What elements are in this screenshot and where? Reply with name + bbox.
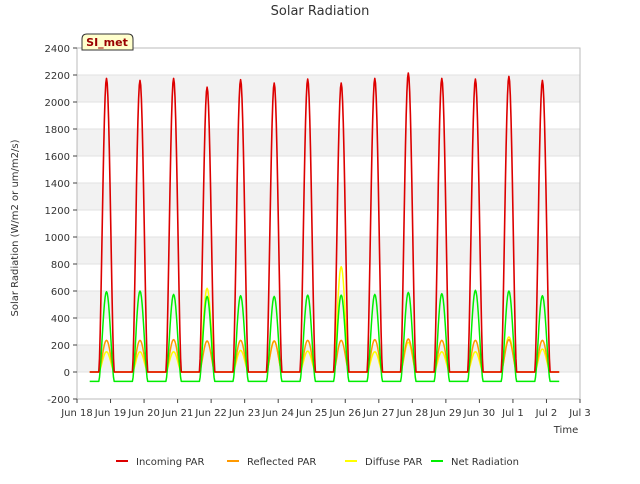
grid-band	[77, 345, 580, 372]
site-label-box	[81, 33, 134, 51]
x-tick-label: Jun 23	[228, 408, 261, 419]
y-tick-label: 1600	[45, 152, 70, 163]
x-tick-label: Jul 1	[501, 408, 524, 419]
series-line-net-radiation	[89, 289, 560, 383]
grid-band	[77, 291, 580, 318]
x-tick-label: Jun 25	[295, 408, 328, 419]
x-tick-label: Jun 30	[463, 408, 496, 419]
x-tick-label: Jun 19	[94, 408, 127, 419]
y-tick-label: 400	[51, 314, 70, 325]
x-tick-label: Jul 3	[568, 408, 591, 419]
site-label-text: SI_met	[86, 36, 128, 49]
grid-bands	[77, 75, 580, 372]
x-tick-label: Jun 27	[362, 408, 395, 419]
series-line-incoming-par	[89, 72, 560, 373]
site-label-badge: SI_met	[81, 33, 134, 51]
legend-label-reflected-par: Reflected PAR	[247, 457, 316, 468]
chart-title: Solar Radiation	[271, 4, 370, 19]
x-tick-label: Jun 28	[396, 408, 429, 419]
grid-band	[77, 129, 580, 156]
y-tick-label: 800	[51, 260, 70, 271]
legend: Incoming PAR Reflected PAR Diffuse PAR Net …	[116, 457, 519, 468]
y-tick-label: 2000	[45, 98, 70, 109]
y-tick-label: 2400	[45, 44, 70, 55]
y-tick-label: -200	[47, 395, 70, 406]
series-lines	[89, 72, 560, 383]
x-axis-label: Time	[553, 425, 578, 436]
x-tick-label: Jun 22	[194, 408, 227, 419]
y-tick-label: 1400	[45, 179, 70, 190]
y-tick-label: 2200	[45, 71, 70, 82]
x-axis: Jun 18 Jun 19 Jun 20 Jun 21 Jun 22 Jun 23 Jun …	[60, 399, 591, 419]
y-tick-label: 0	[64, 368, 70, 379]
y-tick-label: 1200	[45, 206, 70, 217]
grid-band	[77, 183, 580, 210]
y-axis-label: Solar Radiation (W/m2 or um/m2/s)	[10, 139, 21, 316]
y-tick-label: 600	[51, 287, 70, 298]
y-axis: -200 0 200 400 600 800 1000 1200 1400 1600 1800 200…	[45, 44, 77, 406]
x-tick-label: Jul 2	[535, 408, 558, 419]
legend-label-incoming-par: Incoming PAR	[136, 457, 205, 468]
grid-band	[77, 75, 580, 102]
plot-frame	[76, 47, 581, 400]
x-tick-label: Jun 20	[127, 408, 160, 419]
y-tick-label: 1800	[45, 125, 70, 136]
x-tick-label: Jun 24	[261, 408, 294, 419]
x-tick-label: Jun 18	[60, 408, 93, 419]
x-tick-label: Jun 29	[429, 408, 462, 419]
legend-label-net-radiation: Net Radiation	[451, 457, 519, 468]
legend-label-diffuse-par: Diffuse PAR	[365, 457, 422, 468]
y-tick-label: 1000	[45, 233, 70, 244]
x-tick-label: Jun 21	[161, 408, 194, 419]
y-tick-label: 200	[51, 341, 70, 352]
grid-band	[77, 237, 580, 264]
x-tick-label: Jun 26	[329, 408, 362, 419]
